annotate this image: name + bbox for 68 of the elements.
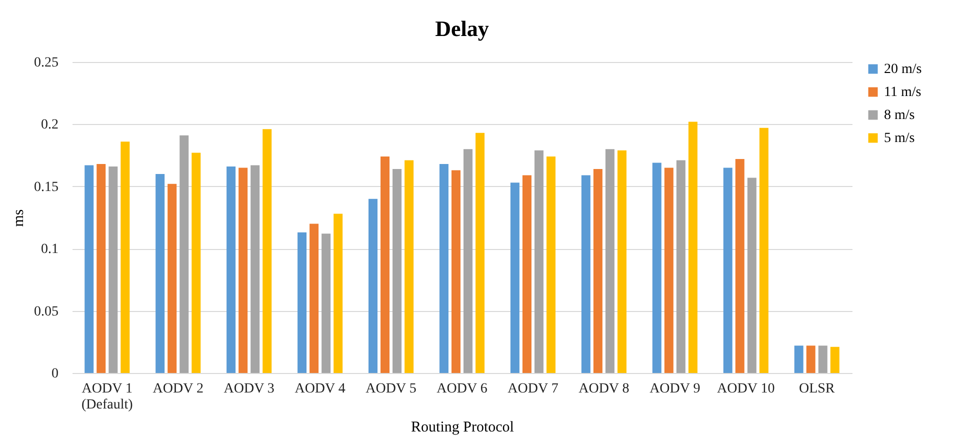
bar xyxy=(322,234,331,373)
bar xyxy=(676,160,686,373)
bar xyxy=(168,184,177,373)
bar xyxy=(652,162,662,373)
bar xyxy=(250,165,260,373)
y-tick-label: 0.25 xyxy=(34,56,58,70)
bar xyxy=(439,164,448,373)
y-tick-label: 0.1 xyxy=(41,242,58,258)
bar xyxy=(806,346,816,373)
y-tick-label: 0.15 xyxy=(34,180,58,195)
legend-label: 8 m/s xyxy=(884,108,915,123)
x-tick-label: AODV 9 xyxy=(650,382,700,396)
bar xyxy=(664,168,674,373)
bar xyxy=(180,135,189,373)
bar xyxy=(238,168,248,373)
bar xyxy=(451,170,460,373)
x-tick-label: AODV 5 xyxy=(366,382,416,396)
y-tick-label: 0.2 xyxy=(41,118,58,133)
x-tick-label: AODV 1 (Default) xyxy=(81,382,134,412)
bar xyxy=(84,165,94,373)
bar xyxy=(310,224,319,373)
bar xyxy=(368,198,378,373)
bar xyxy=(546,156,556,373)
bar xyxy=(794,346,804,373)
bar xyxy=(120,142,130,373)
bar xyxy=(510,182,520,373)
bar xyxy=(334,214,343,373)
bar xyxy=(156,174,165,373)
legend-label: 20 m/s xyxy=(884,62,922,77)
x-tick-label: AODV 8 xyxy=(578,382,630,396)
bar xyxy=(522,175,532,373)
bar xyxy=(534,150,544,373)
bar xyxy=(404,160,414,373)
bar xyxy=(298,232,307,373)
bar xyxy=(617,150,626,373)
bar xyxy=(818,346,828,373)
bar xyxy=(262,129,272,373)
bar xyxy=(380,156,390,373)
chart-title: Delay xyxy=(435,16,489,41)
x-tick-label: AODV 3 xyxy=(224,382,274,396)
bar xyxy=(759,128,768,373)
bar xyxy=(688,122,698,373)
bar xyxy=(392,168,402,373)
bar xyxy=(723,168,732,373)
bar xyxy=(747,178,756,373)
bar xyxy=(593,168,602,373)
bar xyxy=(192,152,201,373)
x-tick-label: AODV 10 xyxy=(717,382,775,396)
legend-label: 11 m/s xyxy=(884,85,922,100)
x-tick-label: AODV 2 xyxy=(152,382,204,396)
x-tick-label: AODV 4 xyxy=(294,382,346,396)
y-tick-label: 0 xyxy=(52,366,58,382)
y-axis-title: ms xyxy=(11,209,27,227)
bar xyxy=(96,164,106,373)
bar xyxy=(830,346,840,373)
y-tick-label: 0.05 xyxy=(34,304,58,320)
bar xyxy=(464,149,473,373)
x-tick-label: AODV 6 xyxy=(436,382,488,396)
bar xyxy=(735,159,744,373)
bar xyxy=(605,149,614,373)
bar xyxy=(476,132,485,373)
bar xyxy=(226,166,236,373)
x-axis-title: Routing Protocol xyxy=(411,420,514,436)
legend-label: 5 m/s xyxy=(884,131,915,146)
x-tick-label: OLSR xyxy=(798,382,836,396)
x-tick-label: AODV 7 xyxy=(508,382,558,396)
bar xyxy=(108,166,118,373)
bar xyxy=(581,175,590,373)
